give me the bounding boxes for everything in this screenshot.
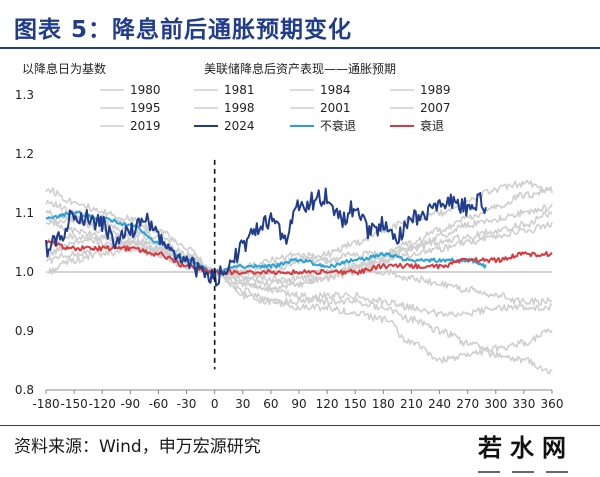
legend-label-1998: 1998	[224, 101, 255, 115]
y-tick-label: 1.3	[15, 88, 34, 102]
x-tick-label: 0	[211, 397, 219, 411]
legend-label-1995: 1995	[130, 101, 161, 115]
watermark-underline	[478, 458, 588, 473]
legend-label-1984: 1984	[320, 83, 351, 97]
legend-label-2024: 2024	[224, 119, 255, 133]
x-tick-label: 240	[428, 397, 451, 411]
series-line-1989	[45, 221, 553, 288]
legend-label-不衰退: 不衰退	[320, 118, 356, 133]
x-tick-label: -120	[89, 397, 116, 411]
title-divider	[0, 47, 600, 49]
legend-label-1989: 1989	[420, 83, 451, 97]
series-line-2007	[45, 239, 553, 306]
series-line-不衰退	[45, 210, 487, 275]
y-tick-label: 1.0	[15, 265, 34, 279]
inflation-expectation-chart: 美联储降息后资产表现——通胀预期 以降息日为基数 0.8 0.9 1.0 1.1 1.2 1.…	[15, 61, 564, 411]
x-tick-label: 330	[512, 397, 535, 411]
watermark-logo: 若水网	[478, 434, 574, 462]
x-tick-label: 270	[456, 397, 479, 411]
source-note: 资料来源：Wind，申万宏源研究	[14, 437, 261, 457]
x-tick-label: -150	[60, 397, 87, 411]
legend-label-1980: 1980	[130, 83, 161, 97]
y-tick-label: 0.8	[15, 383, 34, 397]
page-title: 图表 5：降息前后通胀预期变化	[14, 17, 353, 43]
x-tick-label: 180	[372, 397, 395, 411]
y-tick-label: 0.9	[15, 324, 34, 338]
legend-label-2007: 2007	[420, 101, 451, 115]
x-tick-label: 210	[400, 397, 423, 411]
series-line-2024	[45, 187, 487, 287]
chart-title: 美联储降息后资产表现——通胀预期	[204, 61, 396, 76]
x-tick-label: -60	[149, 397, 169, 411]
y-tick-label: 1.2	[15, 147, 34, 161]
series-line-1995	[45, 209, 553, 277]
legend-label-衰退: 衰退	[420, 118, 444, 133]
y-axis-label: 以降息日为基数	[22, 61, 106, 76]
legend-label-2001: 2001	[320, 101, 351, 115]
header: 图表 5：降息前后通胀预期变化	[0, 0, 600, 50]
y-tick-label: 1.1	[15, 206, 34, 220]
footer-divider	[0, 425, 600, 426]
x-tick-label: 360	[541, 397, 564, 411]
series-line-1984	[45, 244, 553, 375]
x-tick-label: 300	[484, 397, 507, 411]
x-tick-label: -90	[121, 397, 141, 411]
x-tick-label: -180	[32, 397, 59, 411]
x-tick-label: -30	[177, 397, 197, 411]
legend-label-2019: 2019	[130, 119, 161, 133]
series-line-衰退	[45, 240, 553, 276]
x-tick-label: 120	[316, 397, 339, 411]
series-line-2001	[45, 187, 553, 364]
series-line-2019	[45, 186, 553, 287]
x-tick-label: 150	[344, 397, 367, 411]
x-tick-label: 60	[263, 397, 278, 411]
legend-label-1981: 1981	[224, 83, 255, 97]
x-tick-label: 30	[235, 397, 250, 411]
x-tick-label: 90	[291, 397, 306, 411]
